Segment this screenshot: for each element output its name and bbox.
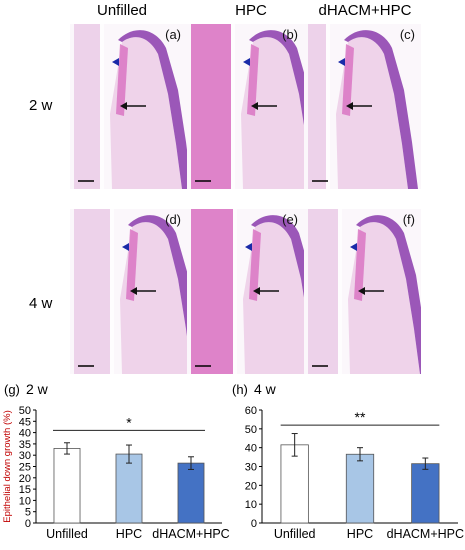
tooth-edge <box>233 209 237 374</box>
arrow-marker-head <box>120 102 127 110</box>
panel-label: (b) <box>282 27 298 42</box>
arrow-marker-head <box>130 287 137 295</box>
gingival-epithelium <box>128 215 187 337</box>
category-label: dHACM+HPC <box>387 527 464 541</box>
y-tick-label: 50 <box>19 405 31 417</box>
tooth-edge <box>100 24 104 189</box>
bar <box>411 463 440 524</box>
tooth-edge <box>110 209 114 374</box>
arrowhead-marker <box>243 58 250 66</box>
y-tick-label: 45 <box>19 416 31 428</box>
tooth-edge <box>338 209 342 374</box>
gingival-epithelium <box>118 30 187 189</box>
arrowhead-marker <box>245 243 252 251</box>
arrow-marker-head <box>346 102 353 110</box>
tissue-section-drawing <box>191 24 304 189</box>
bar <box>177 462 205 524</box>
tissue-section-drawing <box>308 24 418 189</box>
y-axis-label: Epithelial down growth (%) <box>2 410 13 522</box>
tissue-section-drawing <box>308 209 421 374</box>
y-tick-label: 15 <box>19 484 31 496</box>
y-tick-label: 35 <box>19 439 31 451</box>
y-tick-label: 20 <box>245 480 257 492</box>
histology-panel: (b) <box>187 24 304 189</box>
histology-panel: (f) <box>304 209 421 374</box>
category-label: HPC <box>347 527 373 541</box>
tooth-surface <box>74 24 100 189</box>
significance-marker: ** <box>355 409 366 425</box>
arrowhead-marker <box>122 243 129 251</box>
tooth-surface <box>191 24 231 189</box>
column-header-hpc: HPC <box>235 2 267 19</box>
y-tick-label: 40 <box>245 443 257 455</box>
category-label: Unfilled <box>46 527 88 541</box>
panel-label: (e) <box>282 212 298 227</box>
connective-tissue <box>348 222 420 374</box>
y-tick-label: 60 <box>245 405 257 417</box>
panel-label: (a) <box>165 27 181 42</box>
y-tick-label: 10 <box>245 499 257 511</box>
y-tick-label: 10 <box>19 495 31 507</box>
arrow-marker-head <box>253 287 260 295</box>
arrow-marker-head <box>251 102 258 110</box>
bar <box>280 444 309 524</box>
histology-panel: (e) <box>187 209 304 374</box>
histology-panel: (d) <box>70 209 187 374</box>
arrowhead-marker <box>112 58 119 66</box>
connective-tissue <box>120 222 187 374</box>
significance-marker: * <box>126 414 132 430</box>
tooth-surface <box>308 209 338 374</box>
y-tick-label: 5 <box>25 507 31 519</box>
tissue-section-drawing <box>74 209 187 374</box>
chart-panel-label: (g) <box>4 382 20 397</box>
bar <box>345 453 375 524</box>
chart-panel-label: (h) <box>232 382 248 397</box>
y-tick-label: 40 <box>19 428 31 440</box>
gingival-epithelium <box>344 30 418 189</box>
tooth-surface <box>74 209 110 374</box>
y-tick-label: 0 <box>251 518 257 530</box>
bar <box>115 453 143 524</box>
row-header-4w: 4 w <box>29 295 53 312</box>
histology-panel: (c) <box>304 24 421 189</box>
y-tick-label: 0 <box>25 518 31 530</box>
gingival-epithelium <box>356 215 421 374</box>
category-label: Unfilled <box>274 527 316 541</box>
panel-label: (d) <box>165 212 181 227</box>
connective-tissue <box>110 37 182 189</box>
gingival-epithelium <box>249 30 304 126</box>
tooth-edge <box>231 24 235 189</box>
column-header-dhacm-hpc: dHACM+HPC <box>318 2 412 19</box>
tooth-edge <box>326 24 330 189</box>
gingival-epithelium <box>251 215 304 298</box>
connective-tissue <box>336 37 408 189</box>
bar <box>53 448 81 524</box>
chart-title: 4 w <box>254 381 277 397</box>
y-tick-label: 30 <box>19 450 31 462</box>
category-label: HPC <box>116 527 142 541</box>
histology-panel: (a) <box>70 24 187 189</box>
column-header-unfilled: Unfilled <box>96 2 148 19</box>
tissue-section-drawing <box>74 24 187 189</box>
y-tick-label: 25 <box>19 462 31 474</box>
arrowhead-marker <box>350 243 357 251</box>
tissue-section-drawing <box>191 209 304 374</box>
row-header-2w: 2 w <box>29 97 53 114</box>
tooth-surface <box>308 24 326 189</box>
chart-title: 2 w <box>26 381 49 397</box>
panel-label: (c) <box>399 27 415 42</box>
y-tick-label: 50 <box>245 424 257 436</box>
y-tick-label: 30 <box>245 462 257 474</box>
category-label: dHACM+HPC <box>152 527 229 541</box>
arrow-marker-head <box>358 287 365 295</box>
tooth-surface <box>191 209 233 374</box>
panel-label: (f) <box>402 212 415 227</box>
arrowhead-marker <box>338 58 345 66</box>
y-tick-label: 20 <box>19 473 31 485</box>
